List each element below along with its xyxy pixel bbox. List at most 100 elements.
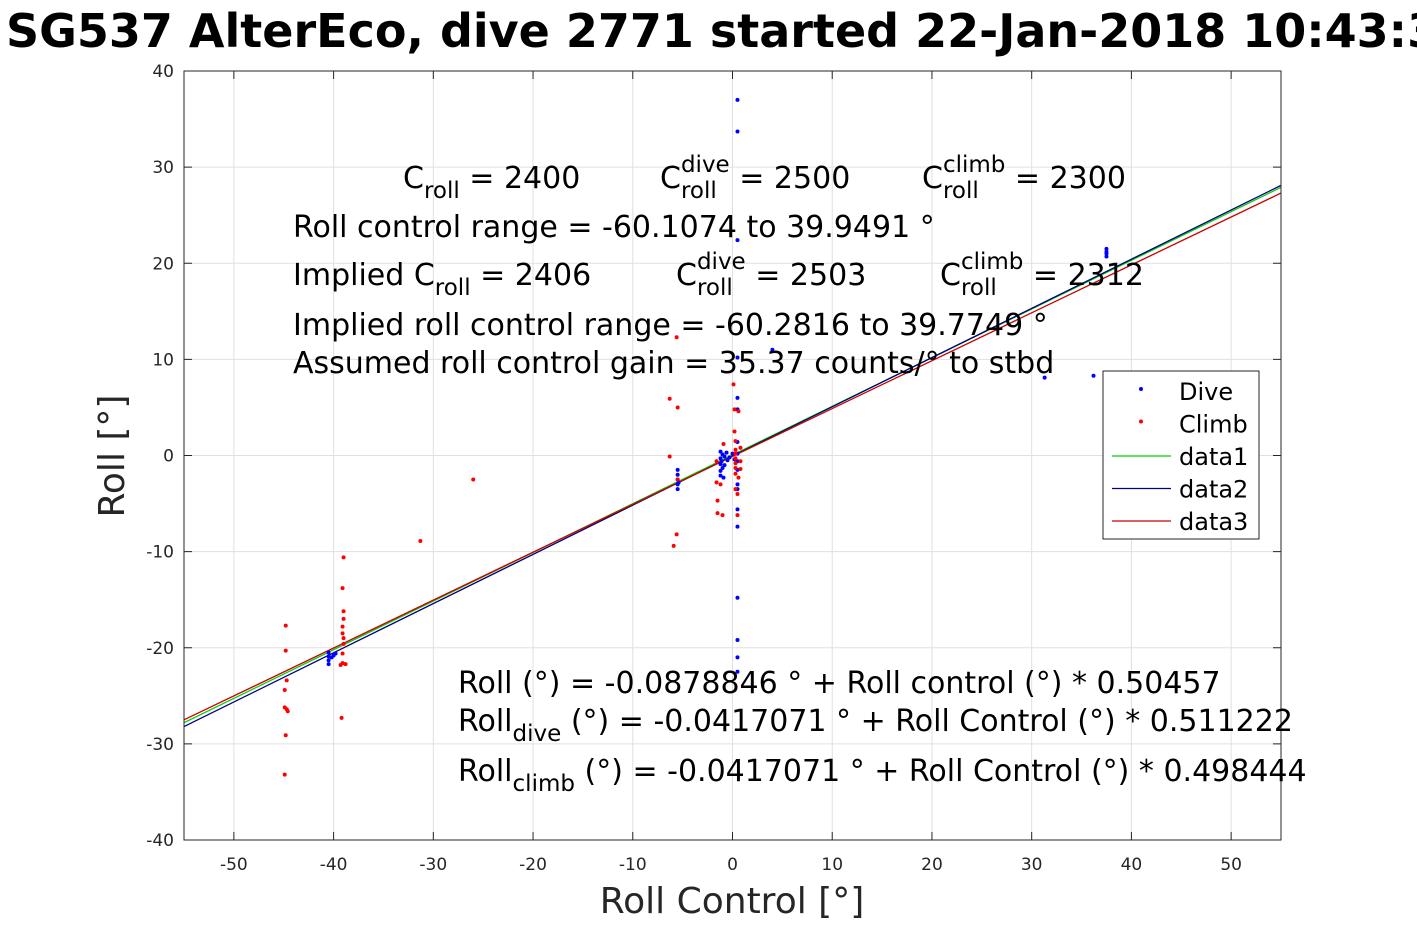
annotation-implied-c-roll-dive: Cdive roll = 2503 [676, 249, 866, 301]
legend-label-dive: Dive [1179, 378, 1233, 406]
climb-point [343, 662, 348, 667]
dive-point [727, 455, 732, 460]
annotation-part: Assumed roll control gain = 35.37 counts… [293, 346, 1054, 381]
climb-point [339, 715, 344, 720]
annotation-part: Roll [458, 704, 513, 739]
annotation-part: C [403, 161, 424, 196]
annotation-part: climb [513, 771, 575, 797]
dive-point [730, 451, 735, 456]
dive-point [718, 449, 723, 454]
annotation-part: roll [435, 275, 471, 301]
legend-label-data1: data1 [1179, 443, 1248, 471]
climb-point [338, 663, 343, 668]
climb-point [720, 513, 725, 518]
annotations: Croll = 2400 Cdive roll = 2500 Cclimb roll =… [293, 152, 1307, 797]
dive-point [675, 472, 680, 477]
annotation-part: roll [961, 275, 997, 301]
annotation-part: roll [697, 275, 733, 301]
climb-point [735, 513, 740, 518]
legend-box [1102, 370, 1260, 540]
annotation-part: Roll control range = -60.1074 to 39.9491… [293, 210, 935, 245]
climb-point [340, 624, 345, 629]
dive-point [1104, 251, 1109, 256]
climb-point [285, 709, 290, 714]
y-tick-label: -10 [146, 543, 174, 563]
annotation-part: C [660, 161, 681, 196]
climb-point [283, 733, 288, 738]
dive-point [718, 468, 723, 473]
dive-point [735, 655, 740, 660]
dive-point [718, 473, 723, 478]
climb-point [283, 623, 288, 628]
climb-point [715, 498, 720, 503]
climb-point [671, 543, 676, 548]
dive-point [675, 467, 680, 472]
climb-point [736, 409, 741, 414]
dive-point [675, 487, 680, 492]
climb-point [282, 688, 287, 693]
climb-point [721, 441, 726, 446]
annotation-part: climb [961, 249, 1023, 275]
annotation-part: dive [681, 152, 730, 178]
climb-point [340, 631, 345, 636]
annotation-fit-climb: Rollclimb (°) = -0.0417071 ° + Roll Cont… [458, 754, 1307, 797]
chart-title: SG537 AlterEco, dive 2771 started 22-Jan… [6, 4, 1417, 58]
dive-point [770, 347, 775, 352]
climb-point [282, 772, 287, 777]
x-tick-label: 40 [1121, 855, 1143, 875]
x-tick-label: -40 [320, 855, 348, 875]
y-tick-label: 0 [163, 447, 174, 467]
climb-point [418, 539, 423, 544]
dive-point [735, 482, 740, 487]
dive-point [326, 650, 331, 655]
dive-point [1104, 254, 1109, 259]
climb-point [340, 651, 345, 656]
y-tick-label: 10 [152, 350, 174, 370]
x-tick-label: 20 [921, 855, 943, 875]
dive-point [735, 638, 740, 643]
dive-point [326, 662, 331, 667]
climb-point [738, 466, 743, 471]
legend-swatch-dive [1139, 387, 1143, 391]
data-points [282, 97, 1109, 777]
annotation-part: = 2400 [460, 161, 581, 196]
climb-point [738, 459, 743, 464]
annotation-part: (°) = -0.0417071 ° + Roll Control (°) * … [575, 754, 1307, 789]
x-tick-label: -20 [519, 855, 547, 875]
annotation-part: (°) = -0.0417071 ° + Roll Control (°) * … [561, 704, 1293, 739]
legend-label-data2: data2 [1179, 476, 1248, 504]
dive-point [719, 459, 724, 464]
annotation-part: Implied roll control range = -60.2816 to… [293, 308, 1048, 343]
dive-point [1104, 246, 1109, 251]
legend-swatch-climb [1139, 419, 1143, 424]
climb-point [732, 429, 737, 434]
climb-point [340, 586, 345, 591]
climb-point [341, 555, 346, 560]
y-tick-label: 40 [152, 62, 174, 82]
x-tick-label: -50 [220, 855, 248, 875]
fit-line-data3 [183, 192, 1282, 721]
y-tick-label: -30 [146, 735, 174, 755]
annotation-part: = 2503 [746, 258, 867, 293]
annotation-part: Implied C [293, 258, 435, 293]
climb-point [471, 477, 476, 482]
climb-point [667, 396, 672, 401]
climb-point [731, 382, 736, 387]
annotation-part: C [940, 258, 961, 293]
annotation-part: roll [681, 178, 717, 204]
y-tick-label: -40 [146, 831, 174, 851]
annotation-fit-dive: Rolldive (°) = -0.0417071 ° + Roll Contr… [458, 704, 1293, 747]
dive-point [1091, 373, 1096, 378]
x-axis-label: Roll Control [°] [600, 881, 865, 922]
climb-point [675, 405, 680, 410]
annotation-part: = 2300 [1005, 161, 1126, 196]
climb-point [733, 471, 738, 476]
climb-point [341, 616, 346, 621]
climb-point [715, 511, 720, 516]
dive-point [735, 669, 740, 674]
x-tick-label: 10 [821, 855, 843, 875]
climb-point [283, 648, 288, 653]
climb-point [733, 487, 738, 492]
y-tick-label: 20 [152, 254, 174, 274]
